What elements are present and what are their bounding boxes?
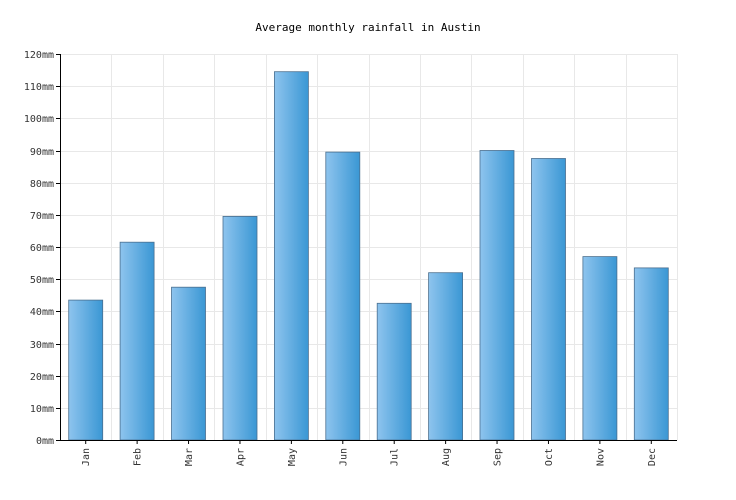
bars — [68, 71, 669, 441]
bar-mar — [171, 286, 206, 441]
chart-title: Average monthly rainfall in Austin — [255, 21, 480, 34]
y-tick-label: 50mm — [30, 275, 54, 286]
x-tick-label: May — [287, 448, 298, 466]
bar-oct — [531, 158, 566, 441]
y-tick-label: 20mm — [30, 372, 54, 383]
y-tick-label: 70mm — [30, 211, 54, 222]
bar-jan — [68, 299, 104, 441]
y-tick-label: 0mm — [36, 436, 54, 447]
y-tick-label: 40mm — [30, 307, 54, 318]
x-tick-label: Jan — [81, 448, 92, 466]
bar-jun — [325, 151, 361, 441]
x-tick-label: Apr — [235, 448, 246, 466]
bar-jul — [376, 302, 412, 441]
axes — [56, 54, 677, 444]
bar-sep — [479, 150, 515, 441]
y-tick-labels: 0mm 10mm 20mm 30mm 40mm 50mm 60mm 70mm 80mm 90mm 1… — [24, 50, 54, 447]
bar-dec — [633, 267, 669, 441]
grid — [60, 54, 678, 441]
bar-feb — [119, 241, 155, 441]
x-tick-label: Aug — [441, 448, 452, 466]
x-tick-label: Jul — [390, 448, 401, 466]
y-tick-label: 10mm — [30, 404, 54, 415]
y-tick-label: 120mm — [24, 50, 54, 61]
y-tick-label: 30mm — [30, 340, 54, 351]
x-tick-label: Mar — [184, 448, 195, 466]
x-tick-label: Oct — [544, 448, 555, 466]
x-tick-label: Dec — [647, 448, 658, 466]
bar-aug — [428, 272, 464, 441]
x-tick-label: Feb — [133, 448, 144, 466]
x-tick-labels: Jan Feb Mar Apr May Jun Jul Aug Sep Oct Nov Dec — [81, 448, 658, 466]
x-tick-label: Sep — [493, 448, 504, 466]
y-tick-label: 80mm — [30, 179, 54, 190]
bar-apr — [222, 215, 258, 441]
bar-may — [273, 71, 309, 441]
x-tick-label: Nov — [595, 448, 606, 466]
y-tick-label: 100mm — [24, 114, 54, 125]
x-tick-label: Jun — [338, 448, 349, 466]
y-tick-label: 90mm — [30, 147, 54, 158]
y-tick-label: 60mm — [30, 243, 54, 254]
y-tick-label: 110mm — [24, 82, 54, 93]
bar-nov — [582, 256, 618, 441]
